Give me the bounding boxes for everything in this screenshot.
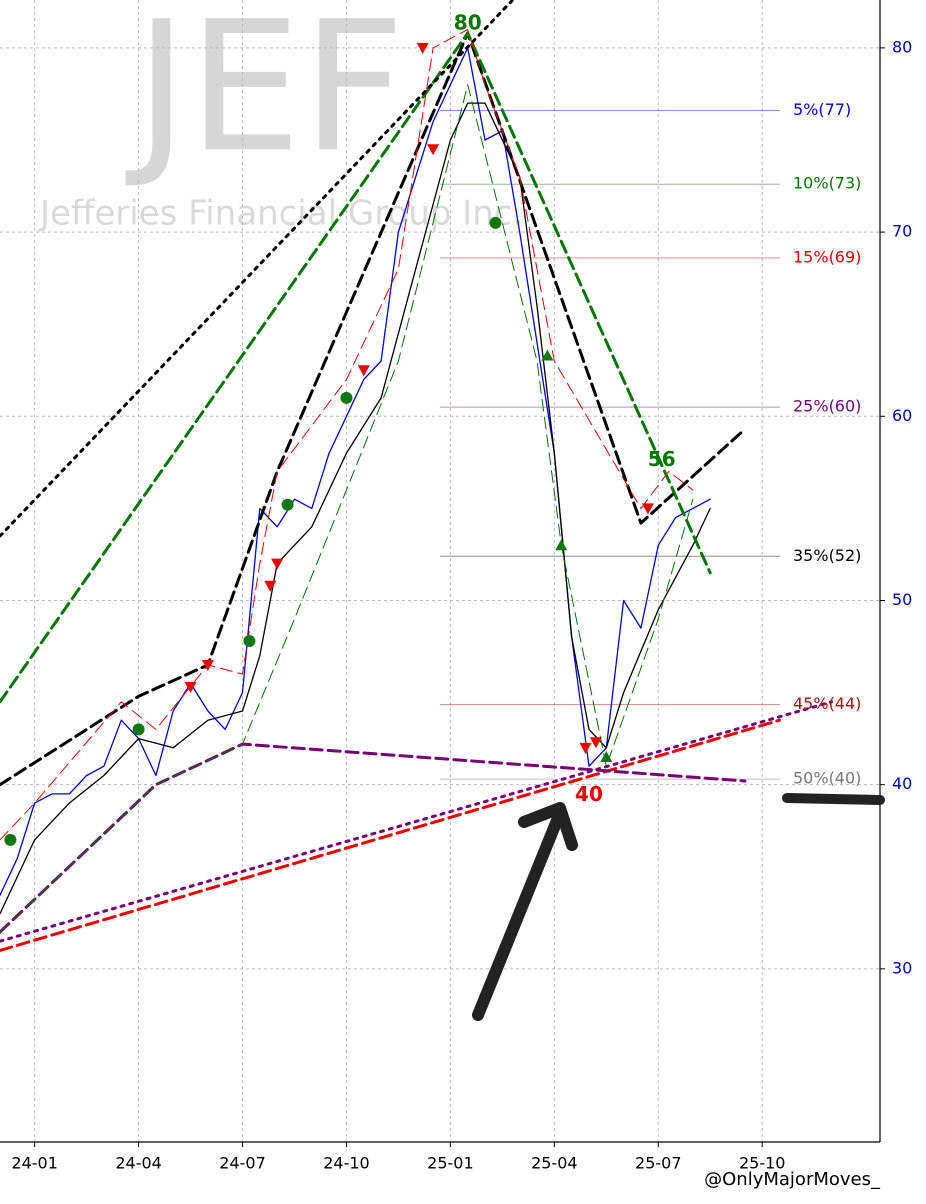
- chart-subtitle: Jefferies Financial Group Inc.: [38, 194, 523, 234]
- series-line: [0, 700, 833, 943]
- arrow-head: [518, 802, 578, 851]
- marker: [427, 144, 440, 156]
- series-line: [0, 718, 781, 952]
- plot-area: [0, 0, 880, 1142]
- series-line: [0, 0, 515, 538]
- arrow: [472, 812, 564, 1021]
- x-tick-label: 24-10: [323, 1154, 370, 1173]
- y-tick-label: 40: [892, 774, 912, 793]
- marker: [489, 216, 502, 229]
- x-tick-label: 25-07: [635, 1154, 682, 1173]
- annotation: 56: [648, 447, 676, 471]
- level-label: 10%(73): [793, 174, 861, 193]
- x-tick-label: 25-10: [739, 1154, 786, 1173]
- marker: [340, 391, 353, 404]
- x-tick-label: 24-04: [115, 1154, 162, 1173]
- marker: [600, 751, 613, 763]
- marker: [579, 742, 592, 754]
- annotation: 80: [454, 10, 482, 34]
- marker: [281, 498, 294, 511]
- marker: [555, 539, 568, 551]
- level-label: 45%(44): [793, 694, 861, 713]
- series-line: [0, 102, 711, 915]
- x-tick-label: 25-04: [531, 1154, 578, 1173]
- marker: [4, 833, 17, 846]
- marker: [243, 634, 256, 647]
- series-line: [0, 84, 694, 933]
- marker: [271, 558, 284, 570]
- marker: [641, 503, 654, 515]
- level-label: 5%(77): [793, 100, 851, 119]
- y-tick-label: 60: [892, 406, 912, 425]
- marker: [357, 365, 370, 377]
- marker: [132, 723, 145, 736]
- watermark: @OnlyMajorMoves_: [704, 1169, 881, 1190]
- series-line: [0, 47, 711, 896]
- y-tick-label: 30: [892, 958, 912, 977]
- level-label: 50%(40): [793, 769, 861, 788]
- x-tick-label: 24-07: [219, 1154, 266, 1173]
- y-tick-label: 50: [892, 590, 912, 609]
- series-line: [0, 31, 747, 787]
- x-tick-label: 24-01: [11, 1154, 58, 1173]
- series-line: [0, 31, 712, 704]
- chart-title: JEF: [125, 0, 405, 192]
- marker: [184, 682, 197, 694]
- marker: [264, 580, 277, 592]
- x-tick-label: 25-01: [427, 1154, 474, 1173]
- level-label: 15%(69): [793, 247, 861, 266]
- series-line: [0, 29, 694, 841]
- level-label: 35%(52): [793, 546, 861, 565]
- y-tick-label: 80: [892, 37, 912, 56]
- level-label: 25%(60): [793, 397, 861, 416]
- marker: [416, 42, 429, 54]
- marker: [201, 659, 214, 671]
- marker-dash: [782, 793, 885, 805]
- marker: [541, 349, 554, 361]
- y-tick-label: 70: [892, 222, 912, 241]
- annotation: 40: [575, 782, 603, 806]
- marker: [589, 737, 602, 749]
